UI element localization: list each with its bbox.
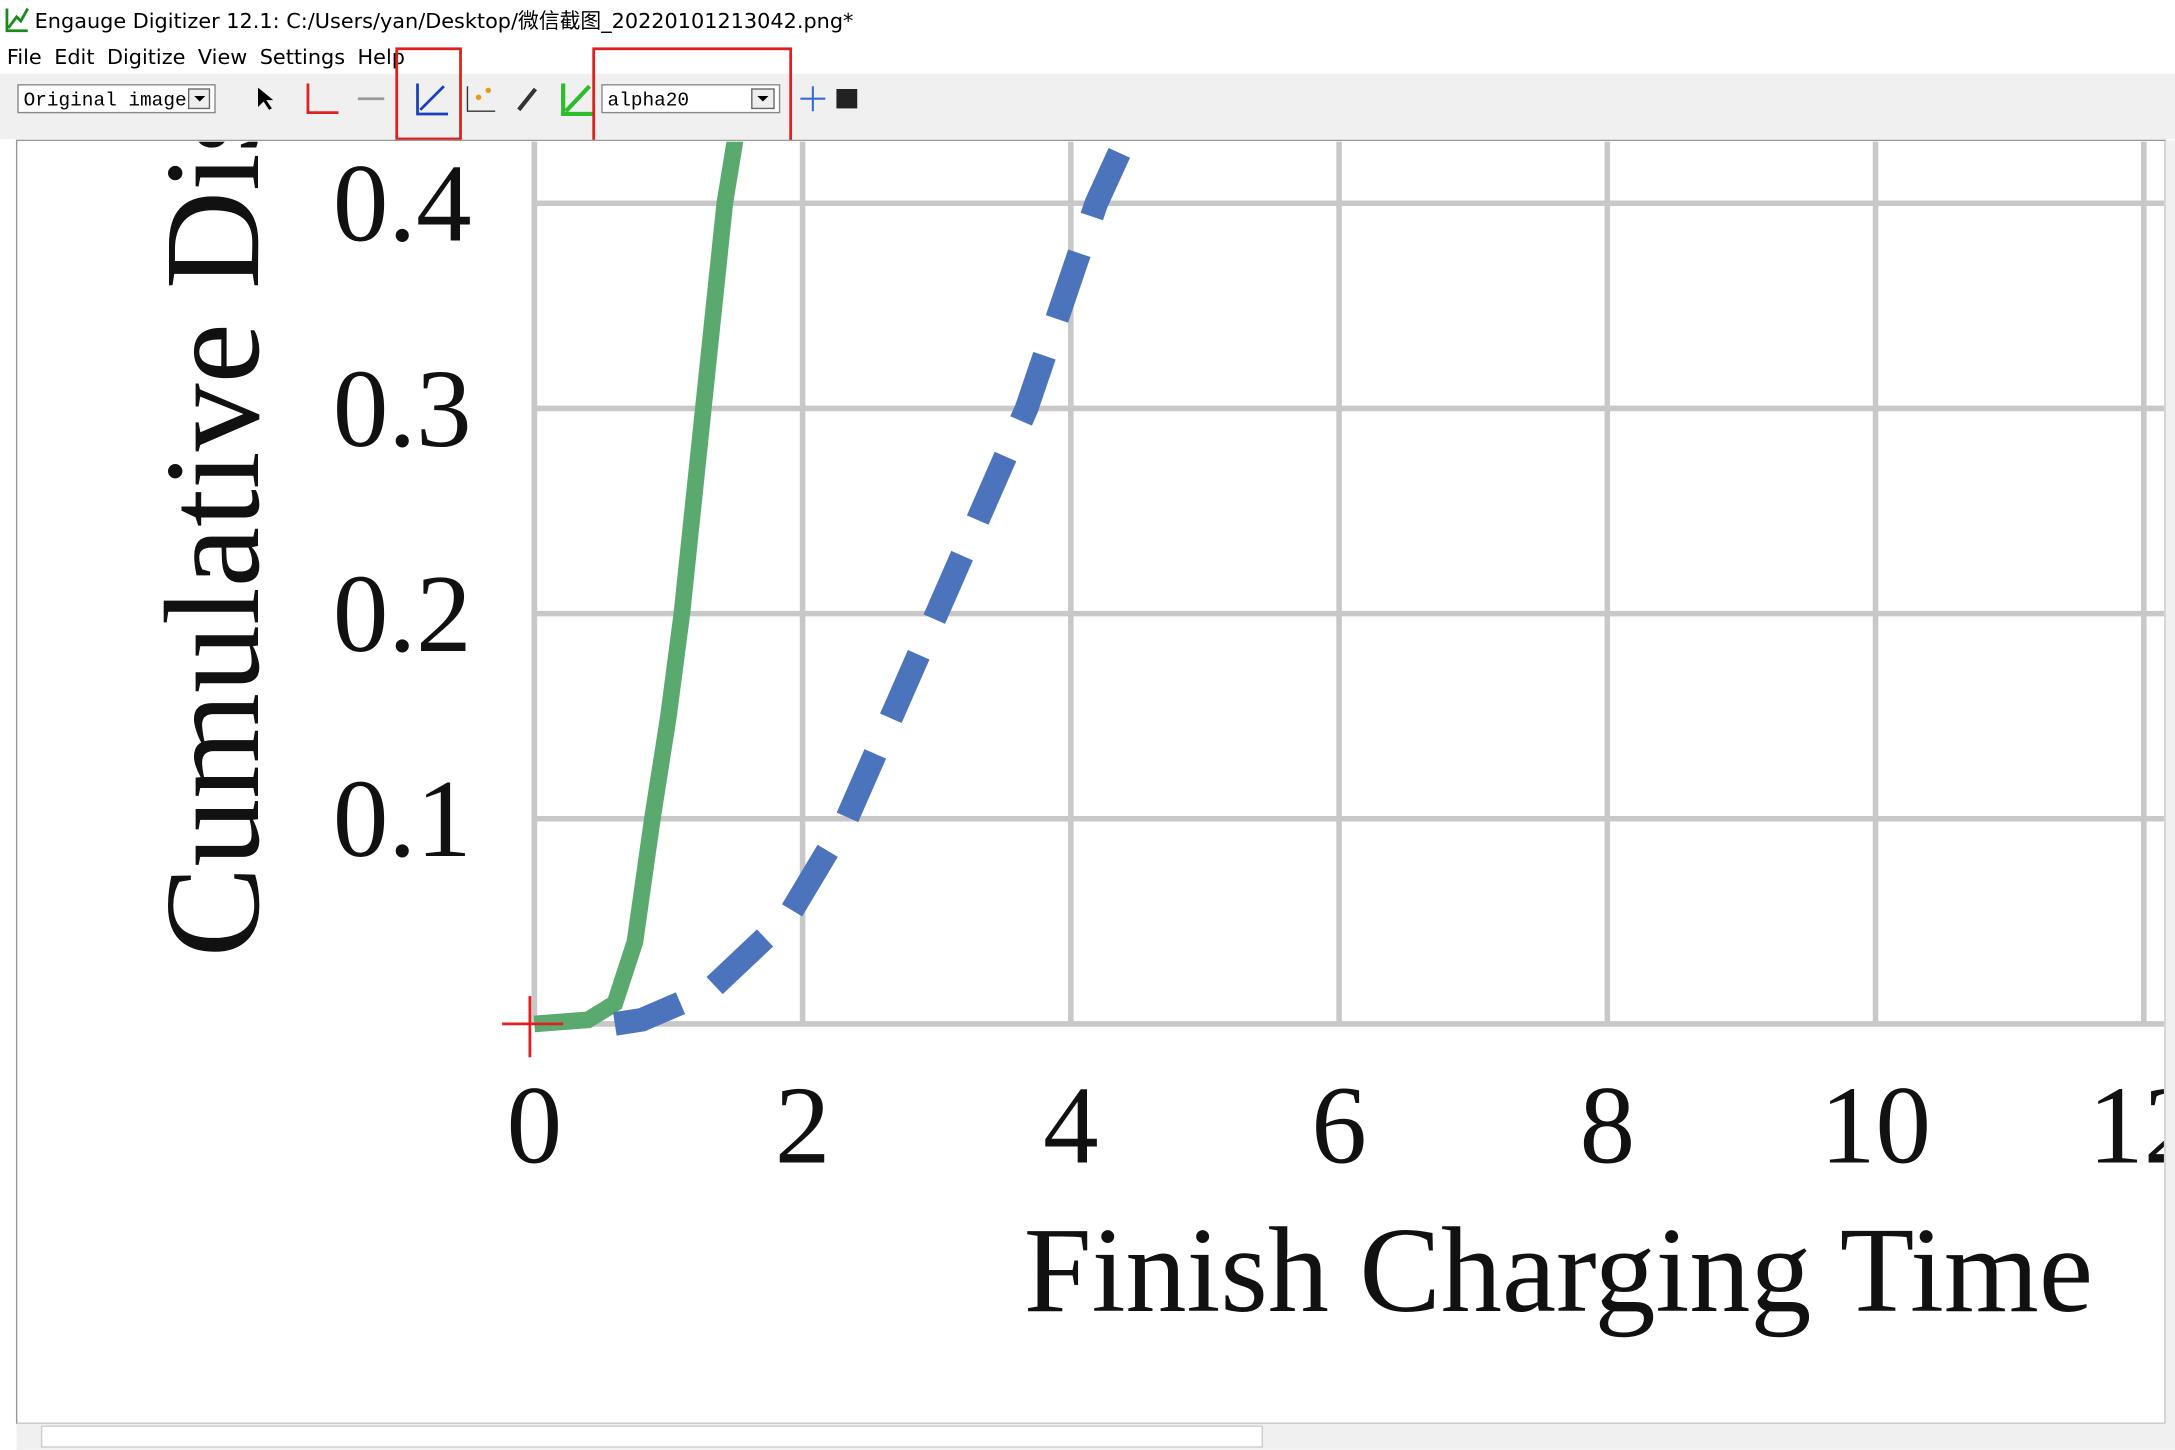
axis-tool[interactable] (306, 83, 339, 114)
y-tick-label: 0.4 (333, 143, 472, 266)
curve-tool[interactable] (416, 83, 449, 116)
color-picker-tool[interactable] (517, 87, 538, 112)
canvas[interactable] (15, 139, 2166, 1425)
axis-point-marker (502, 996, 564, 1058)
icon-dot (475, 94, 482, 101)
combo-arrow-glyph (757, 95, 769, 102)
combo-arrow-glyph (194, 95, 206, 102)
x-tick-label: 0 (507, 1065, 562, 1188)
checklist-tool[interactable] (800, 86, 826, 112)
segment-tool[interactable] (561, 83, 594, 117)
y-tick-label: 0.3 (333, 348, 472, 471)
data-line (613, 141, 1136, 1036)
x-axis-title: Finish Charging Time (1024, 1203, 2093, 1338)
x-tick-label: 6 (1311, 1065, 1366, 1188)
scroll-thumb[interactable] (40, 1425, 1263, 1448)
icon-dot (485, 87, 492, 94)
menu-item[interactable]: Edit (54, 45, 94, 69)
document-image: 0 2 4 6 8 10 12 0.1 0.2 0.3 0.4 Cumulative Dist Fini… (138, 63, 2175, 1338)
x-tick-label: 10 (1820, 1065, 1931, 1188)
vertical-scrollbar[interactable] (2165, 140, 2175, 1450)
window-title: Engauge Digitizer 12.1: C:/Users/yan/Des… (35, 9, 854, 33)
point-match-tool[interactable] (466, 86, 496, 112)
app-icon (5, 7, 29, 33)
menu-item[interactable]: View (198, 45, 247, 69)
title-bar (0, 0, 2175, 42)
view-tool[interactable] (836, 89, 858, 109)
menu-bar (0, 41, 2175, 73)
x-tick-label: 2 (775, 1065, 830, 1188)
menu-item[interactable]: Digitize (107, 45, 185, 69)
background-combo-text: Original image (24, 90, 187, 112)
y-tick-label: 0.2 (333, 553, 472, 676)
toolbar (0, 73, 2175, 139)
menu-item[interactable]: File (7, 45, 42, 69)
data-line (533, 141, 744, 1033)
curve-combo[interactable] (601, 84, 781, 114)
background-combo[interactable] (17, 84, 216, 114)
y-tick-label: 0.1 (333, 758, 472, 881)
highlight-box (395, 47, 462, 141)
x-tick-label: 8 (1580, 1065, 1635, 1188)
x-tick-label: 4 (1043, 1065, 1098, 1188)
curve-combo-text: alpha20 (608, 90, 690, 112)
x-tick-label: 12 (2088, 1065, 2175, 1188)
menu-item[interactable]: Settings (260, 45, 345, 69)
select-tool[interactable] (258, 87, 274, 110)
y-axis-title: Cumulative Dist (138, 63, 288, 958)
